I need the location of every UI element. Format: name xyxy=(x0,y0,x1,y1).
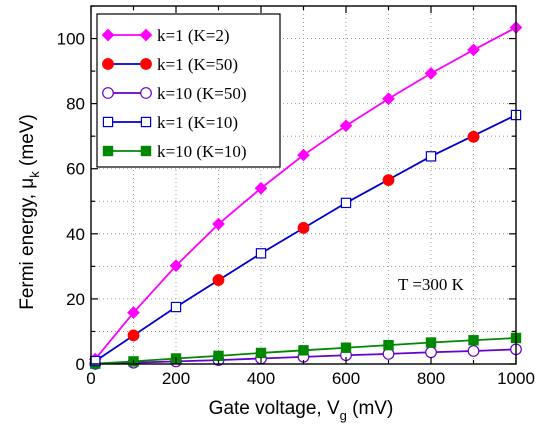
y-tick-label: 20 xyxy=(66,290,85,309)
x-tick-label: 200 xyxy=(162,369,190,388)
y-tick-label: 40 xyxy=(66,225,85,244)
data-point xyxy=(467,345,480,357)
y-tick-label: 100 xyxy=(57,30,85,49)
legend-box xyxy=(96,13,281,168)
data-point xyxy=(383,339,394,351)
data-point xyxy=(127,329,140,342)
legend-marker xyxy=(102,87,114,99)
data-point xyxy=(170,301,182,313)
legend-entry: k=1 (K=50) xyxy=(102,55,238,74)
x-axis-label-subscript: g xyxy=(340,408,347,423)
legend-label: k=1 (K=2) xyxy=(157,26,230,45)
data-point xyxy=(169,259,183,273)
data-point xyxy=(467,43,480,57)
data-point xyxy=(382,92,395,106)
legend-marker xyxy=(101,28,115,42)
y-tick-label: 0 xyxy=(76,355,85,374)
data-point xyxy=(255,248,267,259)
data-point xyxy=(213,350,224,362)
data-point xyxy=(297,222,310,234)
legend-marker xyxy=(139,28,153,42)
x-tick-label: 1000 xyxy=(497,369,535,388)
legend-label: k=1 (K=10) xyxy=(157,113,238,132)
data-point xyxy=(339,119,353,133)
series-1 xyxy=(127,130,480,342)
x-tick-label: 400 xyxy=(247,369,275,388)
legend-marker xyxy=(102,58,114,70)
data-point xyxy=(425,346,437,359)
y-axis-label-subscript: k xyxy=(27,171,42,178)
y-axis-label: Fermi energy, μk (meV) xyxy=(17,114,42,310)
data-point xyxy=(127,306,140,319)
x-tick-label: 0 xyxy=(86,369,95,388)
data-point xyxy=(298,345,309,356)
data-point xyxy=(212,217,225,231)
legend-marker xyxy=(102,145,114,157)
legend-label: k=10 (K=50) xyxy=(157,84,247,103)
legend-label: k=10 (K=10) xyxy=(157,142,247,161)
legend-marker xyxy=(140,116,152,128)
y-tick-label: 60 xyxy=(66,160,85,179)
data-point xyxy=(425,337,437,348)
legend-marker xyxy=(140,145,152,157)
legend-entry: k=1 (K=2) xyxy=(101,26,230,45)
legend-entry: k=1 (K=10) xyxy=(102,113,238,132)
data-point xyxy=(340,197,352,209)
data-point xyxy=(254,181,268,195)
data-point xyxy=(297,148,310,162)
data-point xyxy=(340,342,352,353)
legend: k=1 (K=2) k=1 (K=50) k=10 (K=50) k=1 (K=10)… xyxy=(96,13,281,168)
data-point xyxy=(255,347,267,359)
legend-entry: k=10 (K=50) xyxy=(102,84,247,103)
data-point xyxy=(467,130,480,143)
legend-marker xyxy=(140,87,152,99)
temperature-annotation: T =300 K xyxy=(398,275,465,294)
data-point xyxy=(468,335,479,346)
data-point xyxy=(212,274,225,286)
data-point xyxy=(382,174,395,187)
legend-marker xyxy=(140,58,152,70)
legend-entry: k=10 (K=10) xyxy=(102,142,247,161)
data-point xyxy=(425,151,437,162)
x-tick-label: 800 xyxy=(417,369,445,388)
x-tick-label: 600 xyxy=(332,369,360,388)
data-point xyxy=(424,67,438,80)
legend-label: k=1 (K=50) xyxy=(157,55,238,74)
x-axis-label: Gate voltage, Vg (mV) xyxy=(209,398,394,423)
legend-marker xyxy=(102,116,114,128)
ticks: 0 200 400 600 800 1000 0 20 40 60 80 100 xyxy=(57,5,535,388)
y-tick-label: 80 xyxy=(66,95,85,114)
